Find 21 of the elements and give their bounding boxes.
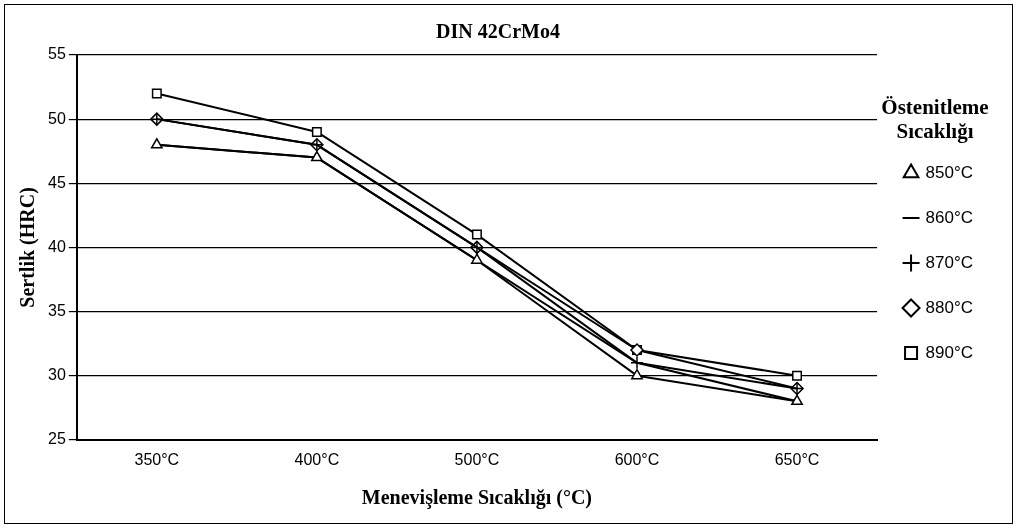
y-tick-label: 30 — [48, 366, 66, 384]
y-tick-label: 45 — [48, 173, 66, 191]
x-axis-title: Menevişleme Sıcaklığı (°C) — [361, 486, 593, 510]
chart-title: DIN 42CrMo4 — [436, 20, 560, 43]
x-tick-label: 650°C — [774, 450, 820, 468]
y-axis-title: Sertlik (HRC) — [16, 187, 40, 308]
legend-title: Östenitleme Sıcaklığı — [880, 95, 990, 143]
y-tick-label: 35 — [48, 301, 66, 319]
legend-label: 870°C — [925, 252, 974, 272]
x-tick-label: 350°C — [134, 450, 180, 468]
x-tick-label: 500°C — [454, 450, 500, 468]
legend-label: 890°C — [925, 342, 974, 362]
x-tick-label: 400°C — [294, 450, 340, 468]
y-tick-label: 25 — [48, 430, 66, 448]
legend-label: 850°C — [925, 162, 974, 182]
x-tick-label: 600°C — [614, 450, 660, 468]
y-tick-label: 40 — [48, 237, 66, 255]
y-tick-label: 55 — [48, 45, 66, 63]
legend-label: 880°C — [925, 297, 974, 317]
y-tick-label: 50 — [48, 109, 66, 127]
legend-label: 860°C — [925, 207, 974, 227]
